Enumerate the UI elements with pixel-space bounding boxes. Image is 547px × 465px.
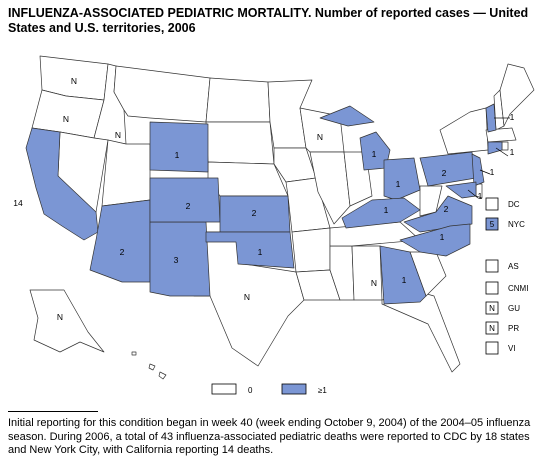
state-value-wi: N (317, 132, 323, 142)
state-labels: 14 2 3 2 1 2 1 1 1 1 2 1 1 2 1 1 1 1 N N N N N N N (13, 76, 514, 322)
state-MA (485, 127, 517, 143)
territory-box-nyc (485, 217, 499, 231)
us-map: 14 2 3 2 1 2 1 1 1 1 2 1 1 2 1 1 1 1 N N N N N N N DC 5 NYC AS CNMI N… (13, 55, 535, 395)
territory-box-cnmi (485, 281, 499, 295)
state-ME (499, 63, 535, 127)
state-value-tx: N (244, 292, 250, 302)
state-ND (205, 77, 271, 123)
state-WY[interactable] (149, 121, 209, 173)
state-MT (113, 65, 211, 123)
state-shapes (25, 55, 535, 380)
territory-value-gu: N (489, 304, 495, 313)
state-value-oh: 1 (396, 179, 401, 189)
territory-boxes: DC 5 NYC AS CNMI N GU N PR VI (485, 197, 528, 355)
state-value-az: 2 (120, 247, 125, 257)
state-OH[interactable] (383, 157, 421, 201)
territory-label-as: AS (508, 262, 519, 271)
territory-value-pr: N (489, 324, 495, 333)
state-value-ky: 1 (384, 205, 389, 215)
state-OK[interactable] (205, 231, 295, 269)
footnote: Initial reporting for this condition beg… (8, 417, 531, 456)
state-value-ok: 1 (258, 247, 263, 257)
state-value-nj: 1 (490, 167, 495, 177)
state-NY (439, 107, 489, 155)
state-AK (29, 289, 105, 353)
state-AZ[interactable] (89, 199, 151, 283)
state-value-mi: 1 (372, 149, 377, 159)
state-value-nc: 1 (440, 232, 445, 242)
state-value-or: N (63, 114, 69, 124)
state-MD[interactable] (445, 181, 477, 199)
state-IL (309, 151, 351, 225)
state-value-nm: 3 (174, 255, 179, 265)
state-value-ca: 14 (13, 198, 23, 208)
territory-value-nyc: 5 (490, 220, 495, 229)
state-MI[interactable] (319, 105, 391, 171)
state-value-wa: N (71, 76, 77, 86)
state-UT (101, 139, 151, 207)
state-CT[interactable] (487, 141, 503, 155)
state-VA[interactable] (403, 195, 473, 233)
legend-label-reported: ≥1 (318, 386, 327, 395)
state-NM[interactable] (149, 221, 211, 297)
territory-label-dc: DC (508, 200, 520, 209)
state-KY[interactable] (341, 197, 421, 229)
state-AR (291, 227, 331, 273)
state-PA[interactable] (419, 151, 477, 187)
state-value-va: 2 (444, 204, 449, 214)
state-GA[interactable] (379, 245, 427, 305)
state-NC[interactable] (399, 223, 471, 257)
legend-swatch-none (211, 383, 237, 395)
state-value-co: 2 (186, 201, 191, 211)
legend-label-none: 0 (248, 386, 253, 395)
territory-box-dc (485, 197, 499, 211)
state-value-wy: 1 (175, 150, 180, 160)
legend: 0 ≥1 (211, 383, 327, 395)
territory-box-vi (485, 341, 499, 355)
territory-label-pr: PR (508, 324, 519, 333)
footnote-rule (8, 411, 98, 412)
territory-box-as (485, 259, 499, 273)
state-CA[interactable] (25, 127, 99, 241)
leader-lines (467, 117, 510, 199)
territory-label-vi: VI (508, 344, 516, 353)
state-FL (381, 291, 461, 373)
state-value-ak: N (57, 312, 63, 322)
map-title: INFLUENZA-ASSOCIATED PEDIATRIC MORTALITY… (8, 6, 529, 35)
state-CO[interactable] (149, 177, 221, 223)
territory-box-gu (485, 301, 499, 315)
state-HI (131, 351, 167, 380)
state-value-al: N (371, 278, 377, 288)
legend-swatch-reported (281, 383, 307, 395)
state-value-ks: 2 (252, 208, 257, 218)
state-value-ga: 1 (402, 275, 407, 285)
state-value-vt: 1 (510, 112, 515, 122)
state-SD (205, 121, 275, 165)
territory-box-pr (485, 321, 499, 335)
state-AL (351, 245, 383, 301)
state-VT[interactable] (485, 103, 497, 133)
territory-label-nyc: NYC (508, 220, 525, 229)
state-NJ[interactable] (471, 153, 485, 187)
state-value-id: N (115, 130, 121, 140)
territory-label-gu: GU (508, 304, 520, 313)
state-value-ct: 1 (510, 147, 515, 157)
state-value-md: 1 (478, 191, 483, 201)
state-value-pa: 2 (442, 168, 447, 178)
state-IA (273, 147, 317, 183)
state-RI (501, 141, 509, 151)
territory-label-cnmi: CNMI (508, 284, 528, 293)
